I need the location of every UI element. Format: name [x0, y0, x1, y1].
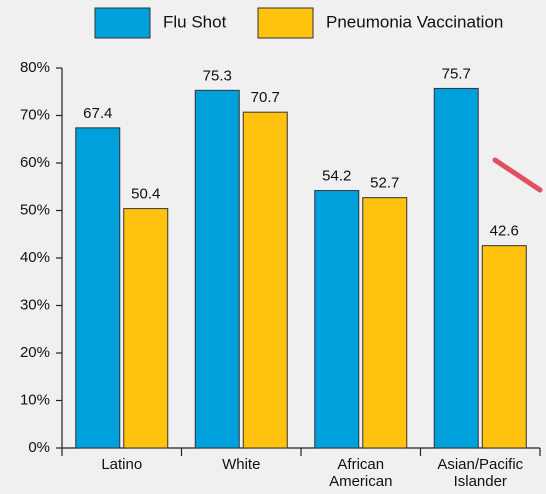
data-label: 52.7: [370, 175, 399, 192]
y-tick-label: 40%: [20, 249, 50, 266]
legend-swatch: [257, 7, 314, 39]
bar: [75, 127, 121, 449]
x-tick-label: Asian/Pacific Islander: [437, 456, 524, 490]
y-tick-label: 60%: [20, 154, 50, 171]
x-tick-label: Latino: [101, 456, 143, 473]
bar: [194, 89, 240, 449]
y-tick-label: 0%: [28, 439, 50, 456]
bar: [242, 111, 288, 449]
y-tick-label: 80%: [20, 59, 50, 76]
x-tick-label: White: [222, 456, 261, 473]
legend-swatch: [94, 7, 151, 39]
bar: [362, 197, 408, 449]
y-tick-label: 70%: [20, 106, 50, 123]
data-label: 42.6: [490, 223, 519, 240]
y-tick-label: 30%: [20, 296, 50, 313]
bar: [314, 190, 360, 449]
data-label: 67.4: [83, 105, 112, 122]
bar: [481, 245, 527, 449]
y-tick-label: 20%: [20, 344, 50, 361]
y-tick-label: 10%: [20, 391, 50, 408]
data-label: 54.2: [322, 168, 351, 185]
bar: [123, 208, 169, 449]
legend-label: Flu Shot: [163, 12, 227, 31]
data-label: 70.7: [251, 89, 280, 106]
bar: [433, 87, 479, 449]
data-label: 75.3: [203, 67, 232, 84]
data-label: 50.4: [131, 186, 160, 203]
data-label: 75.7: [442, 65, 471, 82]
pointer-decoration: [492, 157, 543, 193]
legend-label: Pneumonia Vaccination: [326, 12, 503, 31]
y-tick-label: 50%: [20, 201, 50, 218]
x-tick-label: African American: [329, 456, 393, 490]
